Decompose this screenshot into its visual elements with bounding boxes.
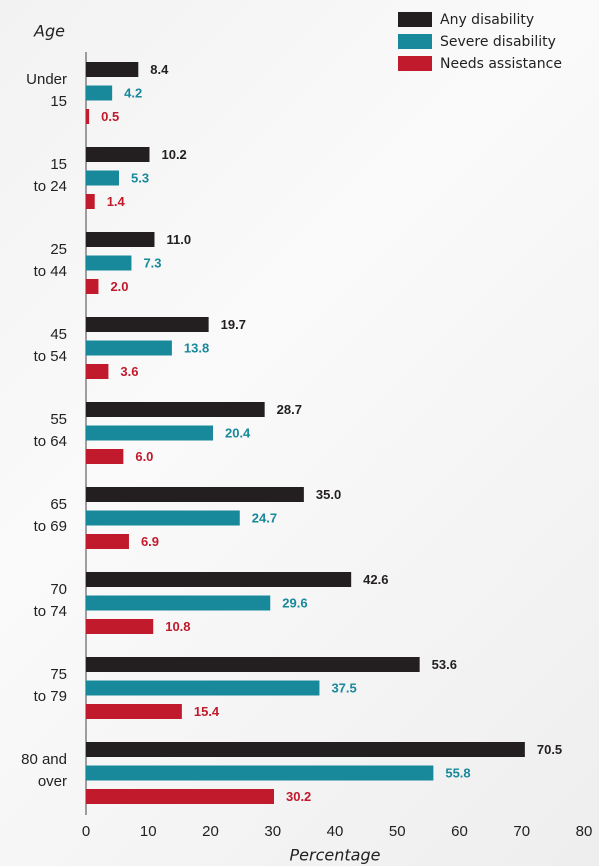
y-tick-label: 45: [50, 326, 67, 343]
x-tick-label: 30: [264, 823, 281, 840]
bar: [86, 109, 89, 124]
y-tick-label: over: [38, 773, 67, 790]
legend-swatch: [398, 56, 432, 71]
bar: [86, 279, 98, 294]
y-tick-label: 65: [50, 496, 67, 513]
y-tick-label: to 74: [34, 603, 67, 620]
bar: [86, 426, 213, 441]
value-label: 5.3: [131, 170, 149, 185]
value-label: 29.6: [282, 595, 307, 610]
value-label: 24.7: [252, 510, 277, 525]
value-label: 19.7: [221, 317, 246, 332]
x-axis-title: Percentage: [290, 846, 381, 865]
value-label: 37.5: [331, 680, 356, 695]
value-label: 0.5: [101, 109, 119, 124]
y-tick-label: 80 and: [21, 751, 67, 768]
bar: [86, 147, 149, 162]
bar: [86, 789, 274, 804]
bar: [86, 487, 304, 502]
value-label: 11.0: [166, 232, 191, 247]
y-tick-label: 70: [50, 581, 67, 598]
bar: [86, 534, 129, 549]
chart: Age Percentage 0 10 20 30 40 50 60 70 80 Under 15 8…: [0, 0, 599, 866]
value-label: 7.3: [143, 255, 161, 270]
value-label: 42.6: [363, 572, 388, 587]
y-tick-label: to 69: [34, 518, 67, 535]
x-tick-label: 10: [140, 823, 157, 840]
bar: [86, 341, 172, 356]
value-label: 8.4: [150, 62, 169, 77]
value-label: 6.0: [135, 449, 153, 464]
value-label: 15.4: [194, 704, 220, 719]
bar: [86, 657, 420, 672]
y-tick-label: 55: [50, 411, 67, 428]
bar: [86, 256, 131, 271]
x-tick-label: 60: [451, 823, 468, 840]
y-tick-label: to 64: [34, 433, 67, 450]
bar: [86, 619, 153, 634]
value-label: 30.2: [286, 789, 311, 804]
bar: [86, 317, 209, 332]
bar: [86, 572, 351, 587]
y-tick-label: 75: [50, 666, 67, 683]
bar: [86, 62, 138, 77]
y-tick-label: 15: [50, 93, 67, 110]
bar: [86, 766, 433, 781]
bar: [86, 449, 123, 464]
value-label: 53.6: [432, 657, 457, 672]
y-tick-label: 15: [50, 156, 67, 173]
bar: [86, 364, 108, 379]
bar: [86, 402, 265, 417]
value-label: 1.4: [107, 194, 126, 209]
value-label: 20.4: [225, 425, 251, 440]
x-tick-label: 70: [513, 823, 530, 840]
y-tick-label: to 24: [34, 178, 67, 195]
value-label: 70.5: [537, 742, 562, 757]
x-tick-label: 50: [389, 823, 406, 840]
x-tick-label: 40: [327, 823, 344, 840]
legend-swatch: [398, 12, 432, 27]
value-label: 10.2: [161, 147, 186, 162]
legend-swatch: [398, 34, 432, 49]
value-label: 13.8: [184, 340, 209, 355]
bar: [86, 742, 525, 757]
bar: [86, 194, 95, 209]
x-tick-label: 80: [576, 823, 593, 840]
value-label: 4.2: [124, 85, 142, 100]
y-axis-title: Age: [33, 22, 65, 41]
bar: [86, 596, 270, 611]
y-tick-label: to 79: [34, 688, 67, 705]
x-tick-label: 0: [82, 823, 90, 840]
value-label: 10.8: [165, 619, 190, 634]
bar: [86, 511, 240, 526]
bar: [86, 681, 319, 696]
y-tick-label: 25: [50, 241, 67, 258]
legend-label: Any disability: [440, 12, 534, 28]
bar: [86, 232, 154, 247]
value-label: 6.9: [141, 534, 159, 549]
x-tick-label: 20: [202, 823, 219, 840]
bar: [86, 171, 119, 186]
value-label: 2.0: [110, 279, 128, 294]
value-label: 55.8: [445, 765, 470, 780]
value-label: 28.7: [277, 402, 302, 417]
value-label: 35.0: [316, 487, 341, 502]
legend-label: Severe disability: [440, 34, 556, 50]
bar: [86, 86, 112, 101]
value-label: 3.6: [120, 364, 138, 379]
y-tick-label: to 44: [34, 263, 67, 280]
legend-label: Needs assistance: [440, 56, 562, 72]
bar: [86, 704, 182, 719]
y-tick-label: Under: [26, 71, 67, 88]
y-tick-label: to 54: [34, 348, 67, 365]
